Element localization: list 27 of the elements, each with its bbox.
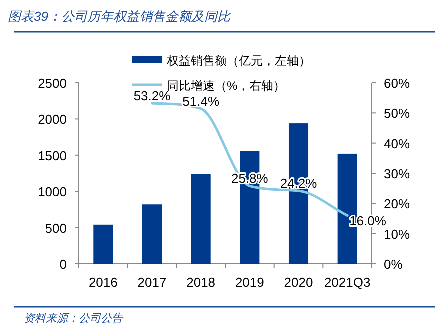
y-tick-label: 500 <box>45 220 67 236</box>
y2-tick-label: 0% <box>384 257 404 272</box>
bar <box>94 224 114 264</box>
y2-tick-label: 50% <box>384 106 410 122</box>
y2-tick-label: 40% <box>384 136 410 152</box>
bar <box>142 204 162 264</box>
bar <box>191 174 211 264</box>
legend-label: 权益销售额（亿元，左轴） <box>166 54 311 68</box>
x-tick-label: 2016 <box>88 275 118 290</box>
y2-tick-label: 20% <box>384 196 410 212</box>
x-tick-label: 2017 <box>138 275 167 290</box>
y-tick-label: 2000 <box>38 112 67 128</box>
chart-title: 图表39：公司历年权益销售金额及同比 <box>8 9 232 24</box>
y2-tick-label: 30% <box>384 166 410 182</box>
y-tick-label: 2500 <box>38 76 67 91</box>
y-tick-label: 1500 <box>38 148 67 164</box>
text: 资料来源：公司公告 <box>24 312 124 325</box>
y-tick-label: 1000 <box>38 184 67 200</box>
y2-tick-label: 60% <box>384 76 410 91</box>
x-tick-label: 2021Q3 <box>324 275 371 290</box>
y2-tick-label: 10% <box>384 226 410 242</box>
y-tick-label: 0 <box>60 257 67 272</box>
x-tick-label: 2018 <box>186 275 216 290</box>
data-label: 51.4% <box>182 94 220 109</box>
x-tick-label: 2019 <box>235 275 264 290</box>
legend-label: 同比增速（%，右轴） <box>167 79 286 93</box>
x-tick-label: 2020 <box>284 275 314 290</box>
